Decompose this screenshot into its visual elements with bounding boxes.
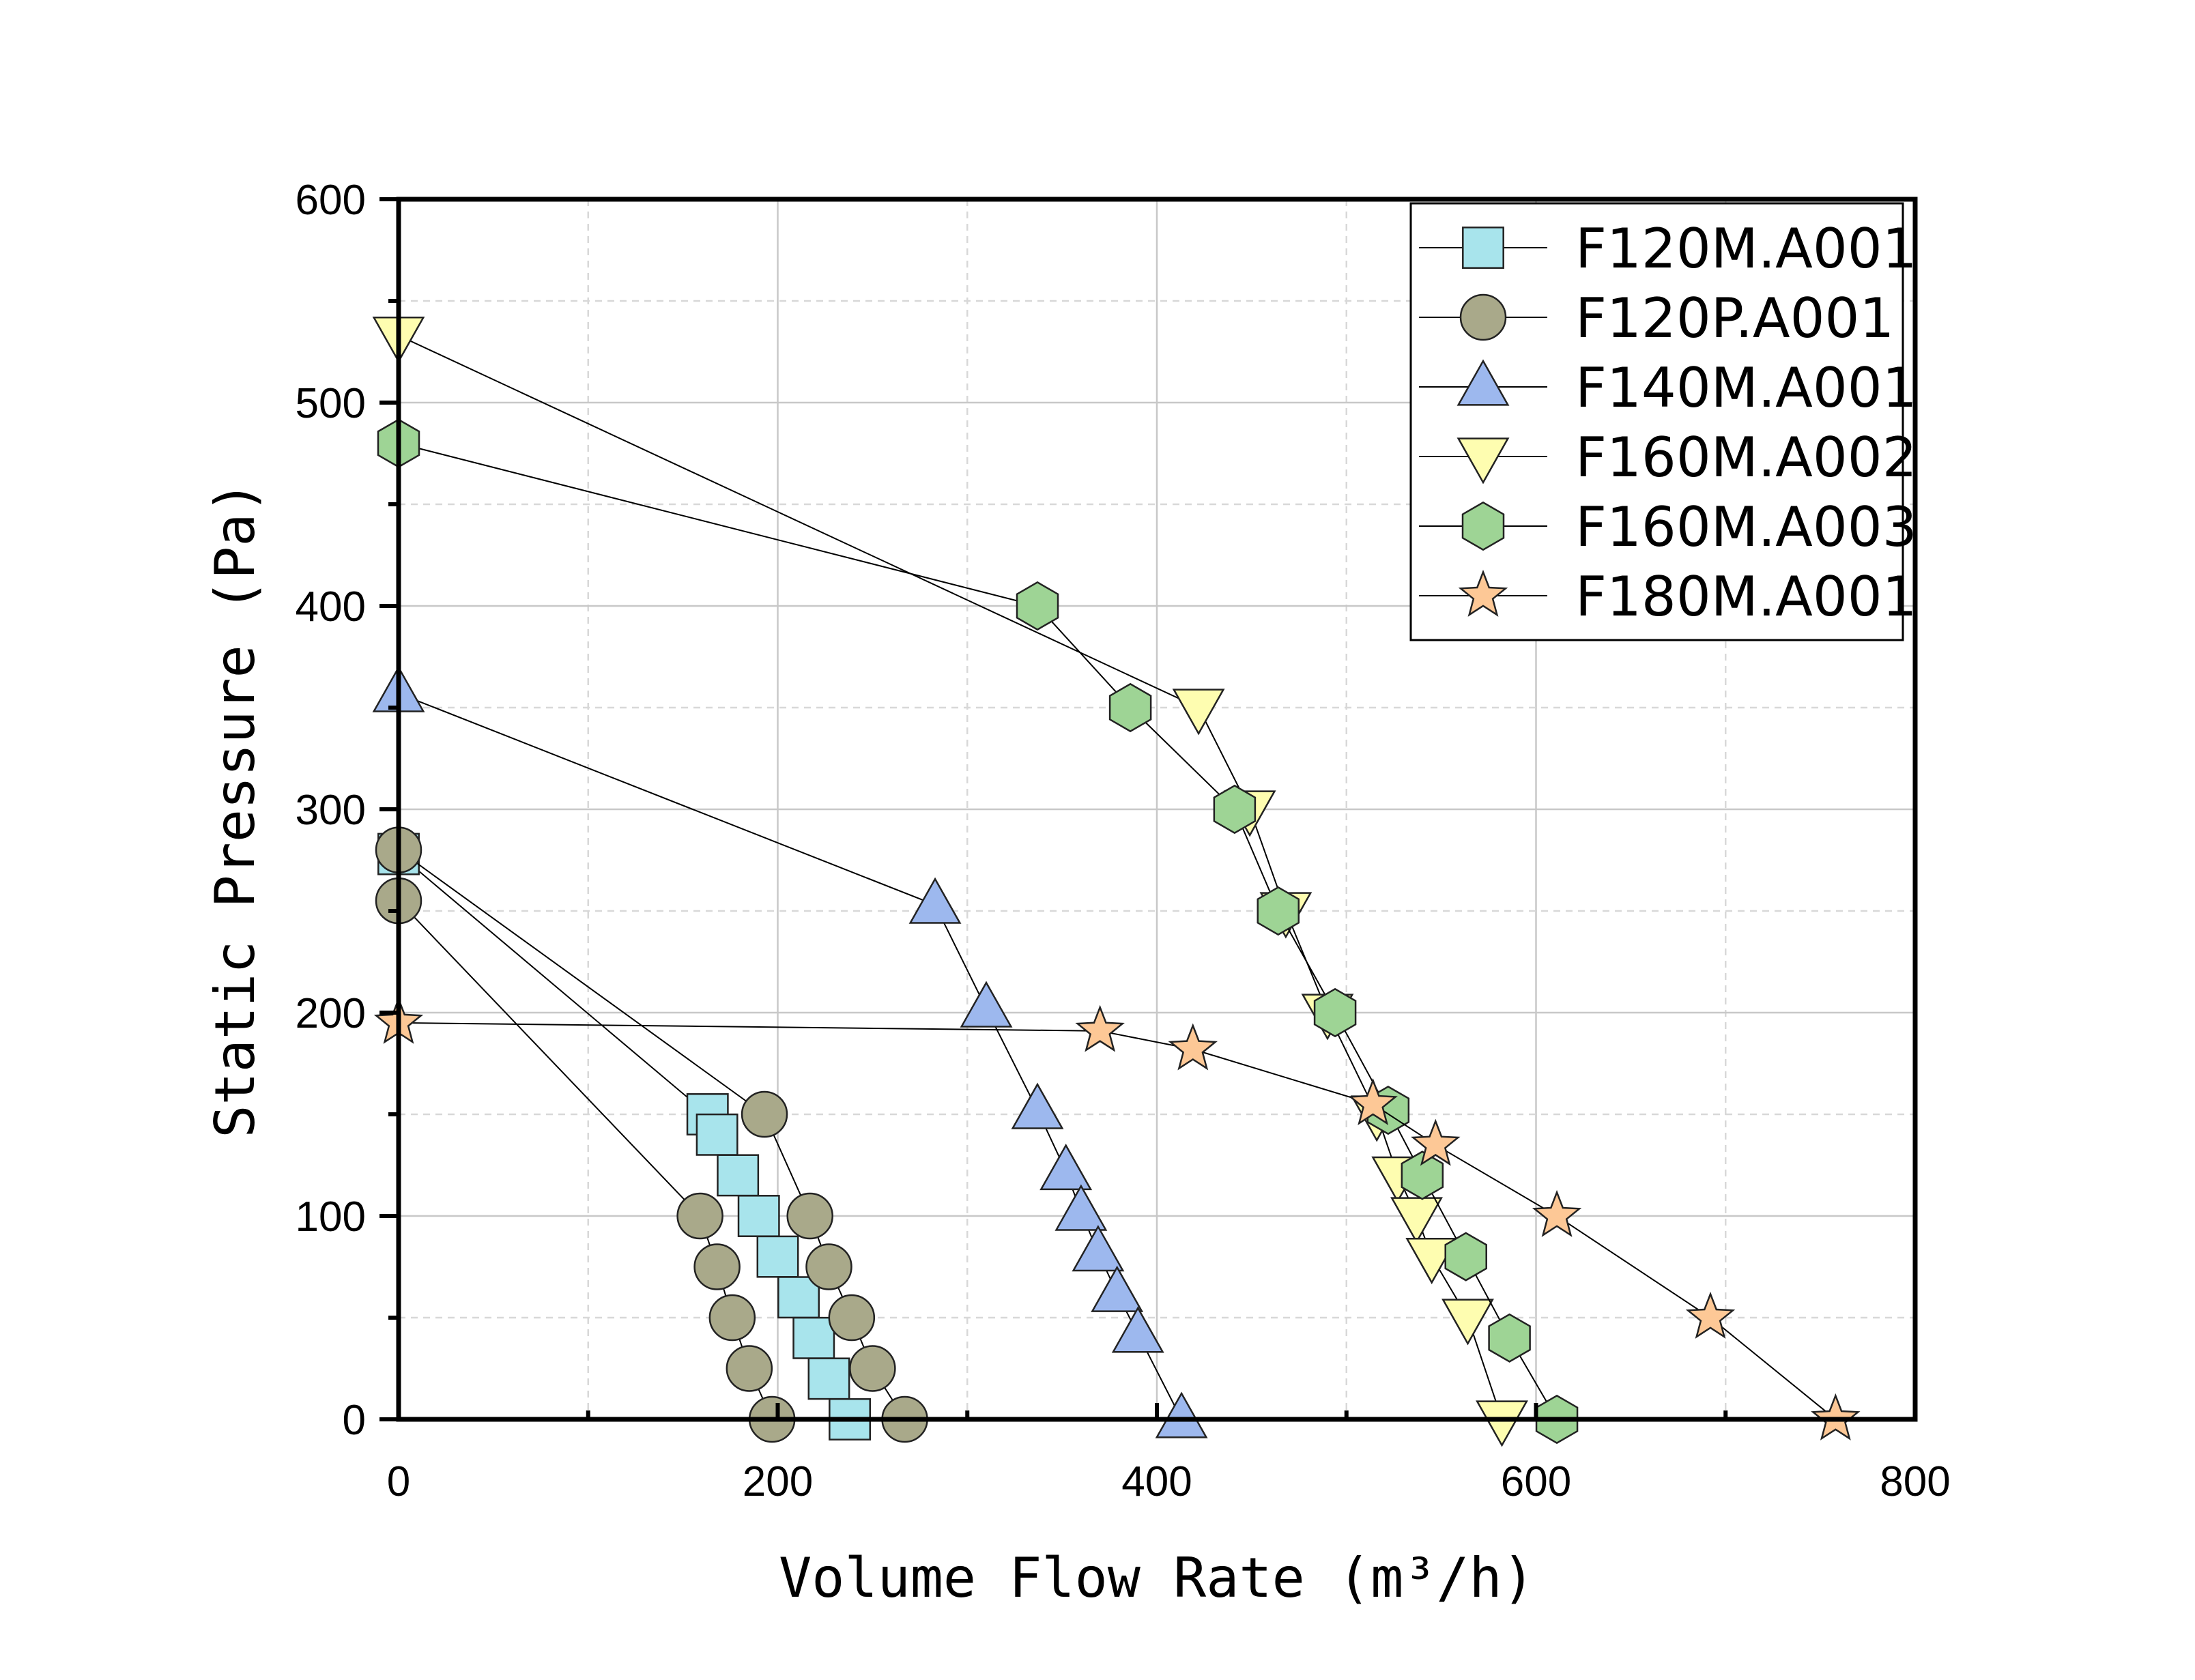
legend-item: F120P.A001: [1419, 287, 1894, 350]
y-tick-label: 200: [296, 990, 366, 1037]
series-f180m-a001: [373, 996, 1861, 1440]
data-point-f120p-a001: [786, 1192, 833, 1240]
series-line-f180m-a001: [398, 1022, 1836, 1420]
legend-marker: [1461, 501, 1505, 551]
x-tick-label: 400: [1121, 1458, 1192, 1505]
y-tick-label: 400: [296, 583, 366, 631]
data-point-f120m-a001: [777, 1276, 820, 1319]
legend-label: F160M.A002: [1575, 426, 1917, 489]
legend-marker: [1458, 569, 1508, 617]
x-tick-label: 800: [1880, 1458, 1950, 1505]
axis-ticks: 0 200 400 600 800 0 100 200 300 400 500 600: [296, 177, 1951, 1505]
y-tick-label: 600: [296, 177, 366, 224]
legend-item: F160M.A002: [1419, 426, 1917, 489]
data-point-f120p-a001: [726, 1345, 773, 1392]
legend-item: F160M.A003: [1419, 495, 1917, 559]
data-point-f160m-a003: [1257, 886, 1300, 936]
data-point-f120m-a001: [695, 1113, 738, 1156]
data-point-f120m-a001: [756, 1235, 799, 1278]
data-point-f120m-a001: [792, 1316, 835, 1359]
x-tick-label: 600: [1501, 1458, 1571, 1505]
data-point-f140m-a001: [1091, 1265, 1144, 1312]
data-point-f140m-a001: [1111, 1306, 1164, 1353]
data-point-f120p-a001: [828, 1294, 876, 1342]
x-axis-title: Volume Flow Rate (m³/h): [779, 1546, 1535, 1610]
data-point-f180m-a001: [1411, 1118, 1461, 1166]
legend-item: F120M.A001: [1419, 217, 1917, 280]
x-tick-label: 200: [743, 1458, 813, 1505]
data-point-f160m-a003: [1016, 581, 1059, 631]
data-point-f160m-a003: [1444, 1232, 1487, 1281]
x-tick-label: 0: [387, 1458, 410, 1505]
series-line-f160m-a003: [398, 442, 1558, 1420]
legend-label: F180M.A001: [1575, 565, 1917, 628]
data-point-f160m-a002: [1172, 689, 1225, 736]
series-f160m-a003: [377, 418, 1579, 1445]
data-point-f140m-a001: [1155, 1391, 1208, 1438]
data-point-f180m-a001: [1075, 1004, 1125, 1052]
data-point-f140m-a001: [1055, 1184, 1108, 1231]
legend-marker: [1457, 359, 1510, 406]
data-point-f120p-a001: [805, 1243, 852, 1290]
data-point-f160m-a003: [1488, 1313, 1531, 1363]
series-line-f120p-a001: [398, 900, 773, 1420]
data-point-f120m-a001: [737, 1195, 780, 1237]
series-line-f140m-a001: [398, 693, 1183, 1420]
data-point-f180m-a001: [1168, 1023, 1218, 1071]
data-point-f160m-a003: [1108, 682, 1152, 733]
legend-box: [1409, 202, 1904, 641]
data-point-f140m-a001: [960, 981, 1013, 1028]
series-group: [372, 317, 1861, 1447]
data-point-f160m-a002: [1441, 1299, 1494, 1346]
series-f160m-a002: [372, 317, 1528, 1447]
data-point-f140m-a001: [1072, 1225, 1125, 1272]
legend-item: F180M.A001: [1419, 565, 1917, 628]
data-point-f180m-a001: [1532, 1189, 1582, 1237]
legend-label: F160M.A003: [1575, 495, 1917, 559]
y-tick-label: 100: [296, 1193, 366, 1241]
legend-label: F140M.A001: [1575, 356, 1917, 420]
data-point-f160m-a003: [1213, 784, 1257, 835]
data-point-f180m-a001: [1348, 1077, 1398, 1125]
data-point-f140m-a001: [1011, 1082, 1064, 1129]
data-point-f140m-a001: [908, 877, 962, 924]
data-point-f120p-a001: [741, 1090, 788, 1138]
legend-marker: [1462, 227, 1504, 269]
data-point-f160m-a003: [1313, 987, 1357, 1038]
series-f120p-a001: [375, 826, 928, 1443]
data-point-f160m-a003: [1401, 1150, 1444, 1200]
legend-label: F120P.A001: [1575, 287, 1894, 350]
data-point-f120p-a001: [693, 1243, 741, 1290]
data-point-f160m-a002: [1390, 1197, 1443, 1244]
data-point-f180m-a001: [1685, 1291, 1736, 1339]
y-tick-label: 500: [296, 380, 366, 427]
series-f140m-a001: [372, 665, 1208, 1438]
y-tick-label: 0: [343, 1397, 366, 1444]
data-point-f160m-a002: [1476, 1400, 1528, 1447]
legend-item: F140M.A001: [1419, 356, 1917, 420]
series-line-f160m-a002: [398, 334, 1503, 1420]
legend-marker: [1457, 437, 1510, 484]
legend-label: F120M.A001: [1575, 217, 1917, 280]
legend: F120M.A001 F120P.A001F140M.A001F160M.A002…: [1409, 202, 1917, 641]
data-point-f160m-a002: [1405, 1237, 1459, 1285]
data-point-f120p-a001: [676, 1192, 723, 1240]
data-point-f120p-a001: [849, 1345, 896, 1392]
legend-marker: [1459, 293, 1507, 341]
data-point-f120p-a001: [708, 1294, 756, 1342]
series-f120p-a001: [375, 877, 796, 1443]
data-point-f120m-a001: [717, 1154, 760, 1197]
y-tick-label: 300: [296, 787, 366, 834]
data-point-f140m-a001: [1039, 1143, 1093, 1191]
data-point-f120m-a001: [807, 1357, 850, 1400]
y-axis-title: Static Pressure (Pa): [203, 480, 267, 1138]
